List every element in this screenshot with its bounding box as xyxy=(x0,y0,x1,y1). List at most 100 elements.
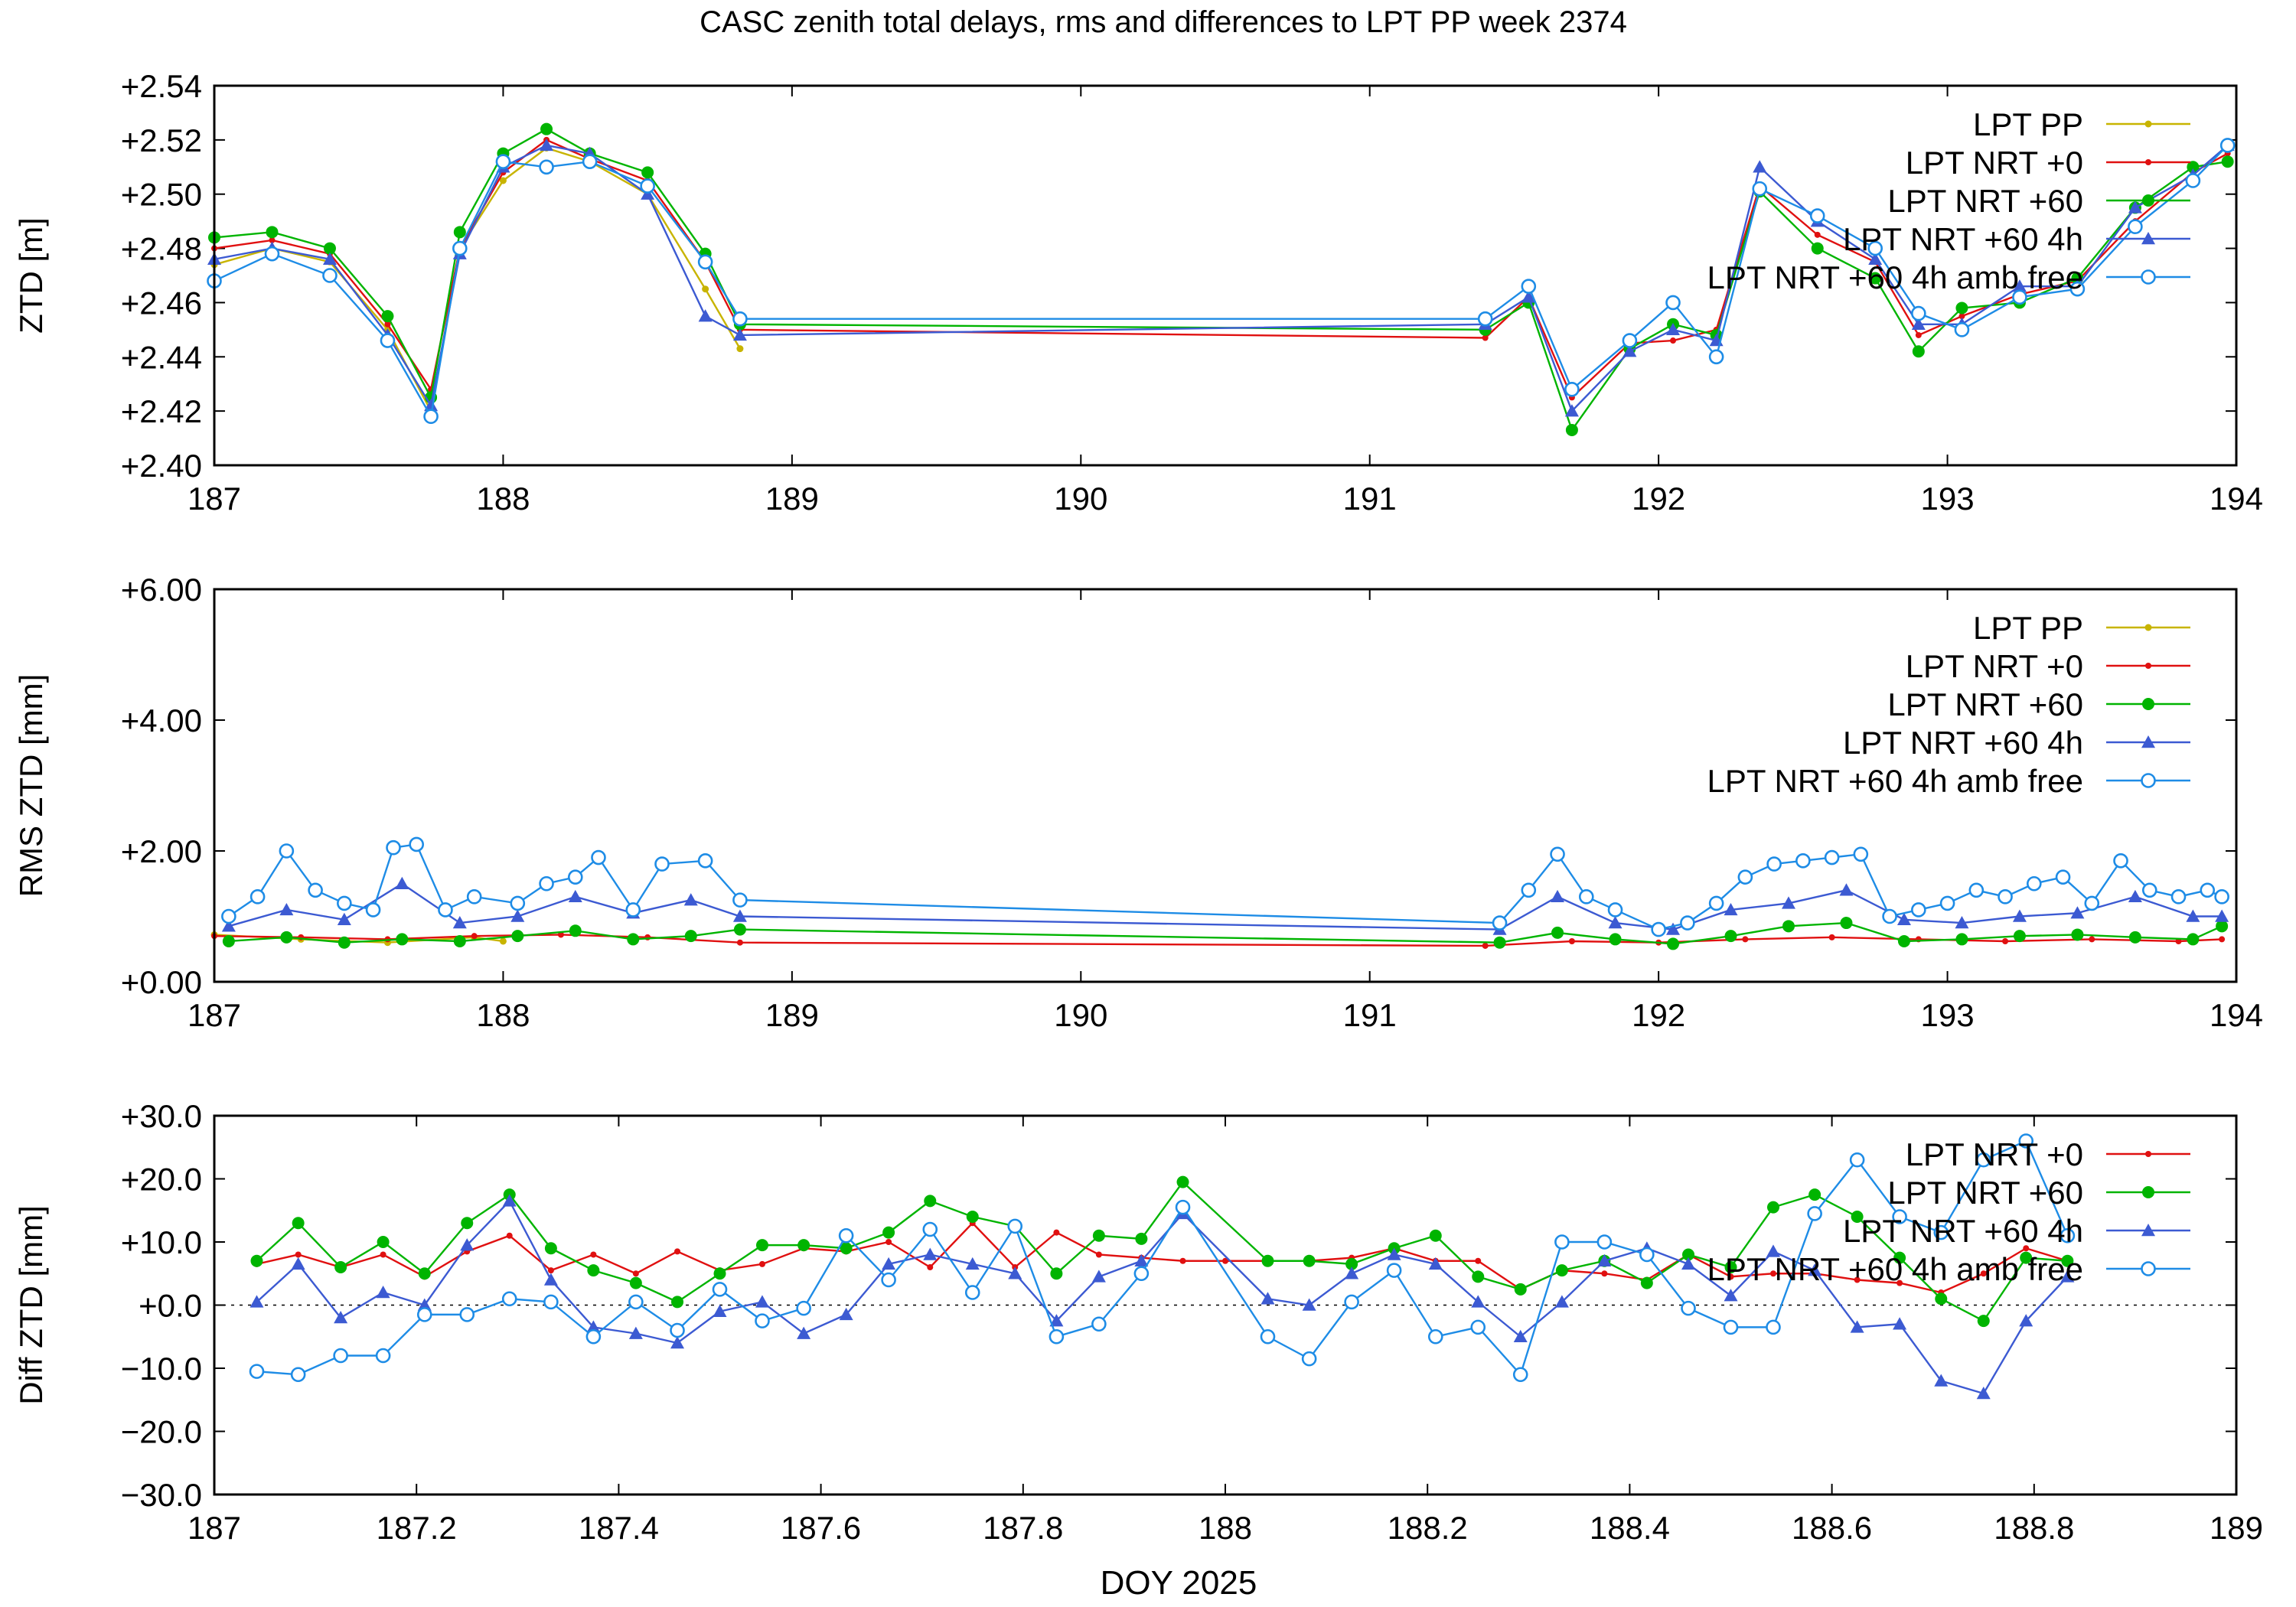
data-point xyxy=(250,1254,263,1267)
data-point xyxy=(1795,853,1811,869)
data-point xyxy=(1737,869,1753,885)
legend-label: LPT NRT +60 xyxy=(1887,183,2083,219)
y-tick-label: +20.0 xyxy=(121,1162,202,1198)
data-point xyxy=(266,226,279,239)
data-point xyxy=(249,1295,264,1308)
data-point xyxy=(418,1267,431,1280)
legend-marker xyxy=(2145,663,2151,669)
data-point xyxy=(2012,909,2027,922)
data-point xyxy=(1807,1206,1822,1221)
y-tick-label: +2.40 xyxy=(121,448,202,484)
data-point xyxy=(2128,931,2141,944)
data-point xyxy=(453,226,466,239)
data-point xyxy=(2012,279,2027,292)
legend-label: LPT NRT +0 xyxy=(1906,145,2083,181)
legend-label: LPT NRT +60 4h xyxy=(1843,221,2083,257)
data-point xyxy=(1955,933,1968,946)
data-point xyxy=(1911,305,1926,321)
data-point xyxy=(1302,1298,1316,1311)
data-point xyxy=(221,908,236,924)
data-point xyxy=(1850,1320,1864,1333)
legend-marker xyxy=(2141,269,2156,285)
data-point xyxy=(1512,1367,1528,1383)
data-point xyxy=(1752,181,1768,197)
data-point xyxy=(697,853,713,869)
data-point xyxy=(2141,882,2157,898)
data-point xyxy=(1568,937,1575,944)
data-point xyxy=(1958,313,1965,320)
data-point xyxy=(1551,926,1564,939)
data-point xyxy=(1849,1152,1865,1168)
data-point xyxy=(1482,942,1489,949)
data-point xyxy=(279,843,295,859)
data-point xyxy=(365,902,381,918)
data-point xyxy=(506,1232,513,1239)
data-point xyxy=(882,1226,895,1239)
data-point xyxy=(1670,337,1677,344)
data-point xyxy=(1667,937,1680,950)
series-3 xyxy=(222,917,2229,950)
data-point xyxy=(627,933,640,946)
data-point xyxy=(628,1326,643,1339)
data-point xyxy=(1708,349,1724,365)
data-point xyxy=(292,1217,305,1230)
data-point xyxy=(1049,1314,1064,1327)
x-tick-label: 187.2 xyxy=(377,1510,457,1546)
panel-1: +2.40 +2.42 +2.44 +2.46 +2.48 +2.50 +2.52 +2.54… xyxy=(13,68,2263,517)
data-point xyxy=(544,1242,557,1255)
data-point xyxy=(698,309,713,322)
series-line xyxy=(256,1221,2068,1294)
legend-label: LPT NRT +60 xyxy=(1887,1175,2083,1211)
data-point xyxy=(1261,1292,1275,1305)
data-point xyxy=(499,177,507,184)
data-point xyxy=(417,1298,432,1311)
data-point xyxy=(1808,1188,1821,1201)
series-line xyxy=(214,147,741,414)
data-point xyxy=(1853,846,1869,862)
y-tick-label: +2.52 xyxy=(121,122,202,158)
data-point xyxy=(1601,1270,1608,1277)
y-tick-label: +2.00 xyxy=(121,833,202,869)
data-point xyxy=(1954,322,1970,337)
data-point xyxy=(466,889,482,905)
data-point xyxy=(511,930,524,943)
y-tick-label: +0.0 xyxy=(139,1288,202,1324)
data-point xyxy=(1565,423,1578,436)
legend-label: LPT NRT +0 xyxy=(1906,1136,2083,1172)
data-point xyxy=(671,1296,684,1309)
series-line xyxy=(228,921,2223,945)
data-point xyxy=(684,930,697,943)
data-point xyxy=(1521,290,1536,303)
data-point xyxy=(1939,895,1955,911)
data-point xyxy=(1727,1273,1734,1280)
data-point xyxy=(1896,912,1911,925)
x-tick-label: 191 xyxy=(1343,481,1397,517)
plot-frame xyxy=(213,588,2238,983)
data-point xyxy=(702,285,709,293)
data-point xyxy=(1975,1152,1991,1168)
data-point xyxy=(2055,869,2071,885)
data-point xyxy=(2128,219,2143,235)
data-point xyxy=(966,1211,979,1223)
data-point xyxy=(1179,1257,1186,1264)
data-point xyxy=(1609,933,1622,946)
data-point xyxy=(1934,1374,1949,1387)
data-point xyxy=(2128,889,2142,903)
data-point xyxy=(1095,1251,1102,1258)
data-point xyxy=(1828,934,1835,940)
x-tick-label: 193 xyxy=(1921,997,1975,1033)
data-point xyxy=(1781,896,1795,909)
data-point xyxy=(1514,1283,1527,1296)
data-point xyxy=(1665,295,1681,311)
data-point xyxy=(1049,1328,1065,1345)
x-tick-label: 187 xyxy=(188,1510,241,1546)
data-point xyxy=(1554,1234,1570,1250)
legend-label: LPT PP xyxy=(1973,106,2083,142)
data-point xyxy=(264,246,280,262)
data-point xyxy=(1344,1294,1359,1310)
legend-label: LPT NRT +0 xyxy=(1906,648,2083,684)
data-point xyxy=(1222,1257,1228,1264)
legend-label: LPT PP xyxy=(1973,610,2083,646)
data-point xyxy=(1091,1270,1106,1283)
